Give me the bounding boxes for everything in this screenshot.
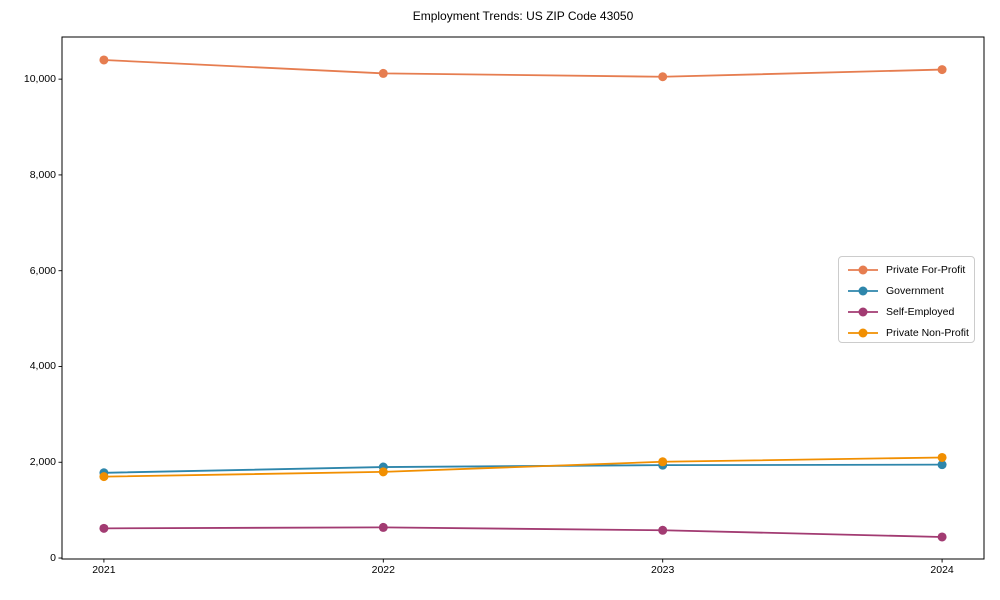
data-point-marker: [658, 72, 668, 82]
legend-line-sample: [848, 328, 878, 337]
y-tick-label: 8,000: [29, 168, 56, 181]
legend-line-sample: [848, 307, 878, 316]
legend-item: Private Non-Profit: [848, 322, 974, 343]
legend-line-sample: [848, 286, 878, 295]
data-point-marker: [937, 532, 947, 542]
y-tick-label: 6,000: [29, 264, 56, 277]
data-point-marker: [378, 467, 388, 477]
data-point-marker: [378, 68, 388, 78]
data-point-marker: [937, 65, 947, 75]
legend-item: Self-Employed: [848, 301, 974, 322]
y-tick-label: 2,000: [29, 456, 56, 469]
chart-title: Employment Trends: US ZIP Code 43050: [412, 9, 634, 23]
data-point-marker: [99, 472, 109, 482]
data-point-marker: [99, 55, 109, 65]
series-line-government: [103, 463, 943, 474]
y-tick-label: 0: [50, 552, 56, 565]
data-point-marker: [658, 457, 668, 467]
data-point-marker: [378, 522, 388, 532]
data-point-marker: [99, 523, 109, 533]
x-tick-label: 2024: [930, 564, 954, 576]
x-tick-label: 2023: [651, 564, 675, 576]
legend-label: Private For-Profit: [886, 263, 966, 276]
legend-item: Government: [848, 280, 974, 301]
series-line-private-non-profit: [103, 456, 943, 478]
series-line-self-employed: [103, 526, 943, 538]
data-point-marker: [937, 452, 947, 462]
legend: Private For-Profit Government Self-Employe…: [838, 256, 975, 343]
legend-label: Government: [886, 284, 944, 297]
legend-line-sample: [848, 265, 878, 274]
x-tick-label: 2021: [92, 564, 116, 576]
data-point-marker: [937, 460, 947, 470]
y-tick-label: 10,000: [23, 73, 56, 86]
legend-label: Private Non-Profit: [886, 326, 969, 339]
legend-item: Private For-Profit: [848, 259, 974, 280]
plot-border: [61, 36, 985, 560]
x-tick-label: 2022: [371, 564, 395, 576]
y-tick-label: 4,000: [29, 360, 56, 373]
legend-label: Self-Employed: [886, 305, 955, 318]
data-point-marker: [658, 525, 668, 535]
series-line-private-for-profit: [103, 59, 943, 78]
